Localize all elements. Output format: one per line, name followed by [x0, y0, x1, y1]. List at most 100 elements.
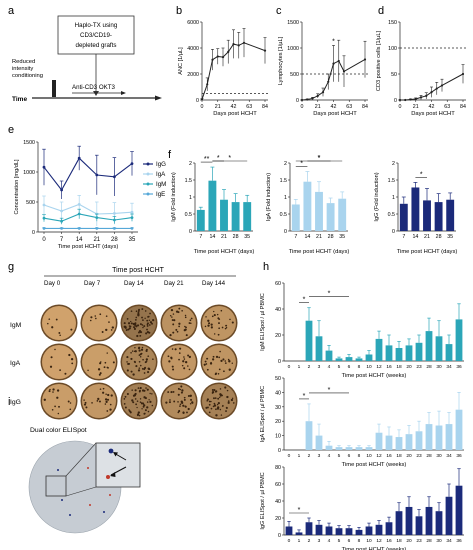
series-point — [95, 227, 99, 230]
well-spot — [142, 319, 144, 322]
well-spot — [215, 372, 218, 375]
series-point — [42, 227, 46, 230]
well-spot — [210, 323, 213, 326]
well-spot — [228, 368, 231, 371]
x-tick-label: 14 — [412, 234, 418, 240]
x-tick-label: 28 — [426, 538, 432, 544]
well-spot — [147, 410, 150, 413]
transplant-box-line-2: CD3/CD19- — [80, 32, 112, 39]
well-spot — [178, 307, 181, 310]
x-tick-label: 63 — [444, 104, 450, 110]
well-spot — [135, 365, 138, 368]
well-spot — [205, 406, 208, 409]
x-tick-label: 20 — [406, 453, 412, 459]
bar — [231, 202, 240, 231]
time-label: Time — [12, 96, 27, 103]
chart-c-lymphocytes: 0 500 1000 1500 Lymphocytes [1/µL] Days post … — [278, 20, 368, 117]
bar — [395, 437, 403, 450]
well-spot — [51, 408, 54, 411]
well-spot — [56, 396, 59, 399]
x-tick-label: 84 — [262, 104, 268, 110]
x-tick-label: 21 — [93, 237, 100, 243]
well-spot — [179, 347, 182, 350]
data-point — [200, 98, 204, 101]
well-spot — [147, 315, 150, 318]
well-spot — [232, 402, 235, 404]
well-spot — [140, 348, 144, 351]
well-spot — [59, 334, 61, 337]
x-tick-label: 14 — [209, 234, 215, 240]
well-spot — [218, 396, 221, 399]
y-tick-label: 2 — [392, 161, 395, 167]
data-point — [321, 91, 325, 94]
well-spot — [231, 362, 233, 364]
well — [202, 345, 236, 379]
well-spot — [131, 399, 134, 402]
well-spot — [141, 324, 144, 326]
bar — [291, 204, 300, 231]
well-spot — [58, 332, 61, 334]
bar — [315, 191, 323, 231]
conditioning-line-3: conditioning — [12, 73, 43, 79]
panel-a-timeline: Haplo-TX using CD3/CD19- depleted grafts… — [12, 15, 162, 103]
legend-marker — [146, 182, 150, 186]
series-point — [60, 209, 63, 213]
well-spot — [104, 403, 107, 405]
well-spot — [105, 328, 108, 332]
series-point — [113, 218, 116, 222]
row-label: IgG — [10, 399, 21, 406]
y-tick-label: 0 — [189, 229, 192, 235]
y-tick-label: 0 — [32, 230, 35, 236]
well-spot — [147, 371, 150, 374]
x-axis-label: Time post HCHT (weeks) — [342, 373, 407, 379]
y-tick-label: 20 — [275, 419, 281, 425]
series-point — [130, 227, 134, 230]
bar — [425, 424, 433, 450]
well-spot — [177, 393, 180, 396]
well-spot — [224, 327, 227, 330]
significance-label: * — [318, 155, 321, 162]
x-tick-label: 8 — [358, 538, 361, 544]
data-point — [311, 97, 314, 100]
data-point — [363, 58, 367, 61]
panel-label-i: i — [8, 396, 10, 408]
well-spot — [206, 368, 209, 371]
series-line — [43, 157, 133, 191]
chart-b-anc: 0 2000 4000 6000 ANC [1/µL] Days post HCHT 0 21… — [178, 20, 268, 117]
well-spot — [99, 372, 102, 375]
well-spot — [131, 389, 133, 391]
panel-label-f: f — [168, 149, 172, 161]
x-tick-label: 14 — [76, 237, 83, 243]
well-spot — [213, 314, 216, 317]
x-tick-label: 0 — [288, 364, 291, 370]
y-tick-label: 0 — [196, 98, 199, 104]
panel-label-h: h — [263, 261, 269, 273]
data-point — [263, 49, 267, 52]
well-spot — [172, 331, 175, 334]
y-tick-label: 150 — [388, 20, 397, 26]
x-tick-label: 28 — [436, 234, 442, 240]
x-axis-label: Time post HCHT (days) — [58, 244, 119, 250]
bar — [423, 200, 431, 231]
y-axis-label: IgM ELISpot / µl PBMC — [260, 293, 266, 351]
well-spot — [225, 324, 228, 327]
well-spot — [98, 400, 101, 403]
well-spot — [49, 388, 51, 391]
well-spot — [102, 387, 105, 390]
x-tick-label: 3 — [318, 453, 321, 459]
conditioning-line-2: intensity — [12, 66, 33, 72]
well-spot — [228, 360, 231, 363]
well-spot — [227, 400, 230, 403]
x-tick-label: 23 — [416, 453, 422, 459]
well-spot — [108, 321, 110, 323]
bar — [338, 198, 347, 231]
well-spot — [71, 362, 74, 365]
well-spot — [132, 373, 135, 376]
bar — [375, 524, 383, 535]
data-point — [237, 44, 240, 47]
well-spot — [104, 398, 108, 401]
plate-header: Time post HCHT — [112, 267, 165, 274]
well-spot — [177, 387, 180, 390]
x-tick-label: 14 — [304, 234, 310, 240]
data-line — [400, 73, 464, 101]
